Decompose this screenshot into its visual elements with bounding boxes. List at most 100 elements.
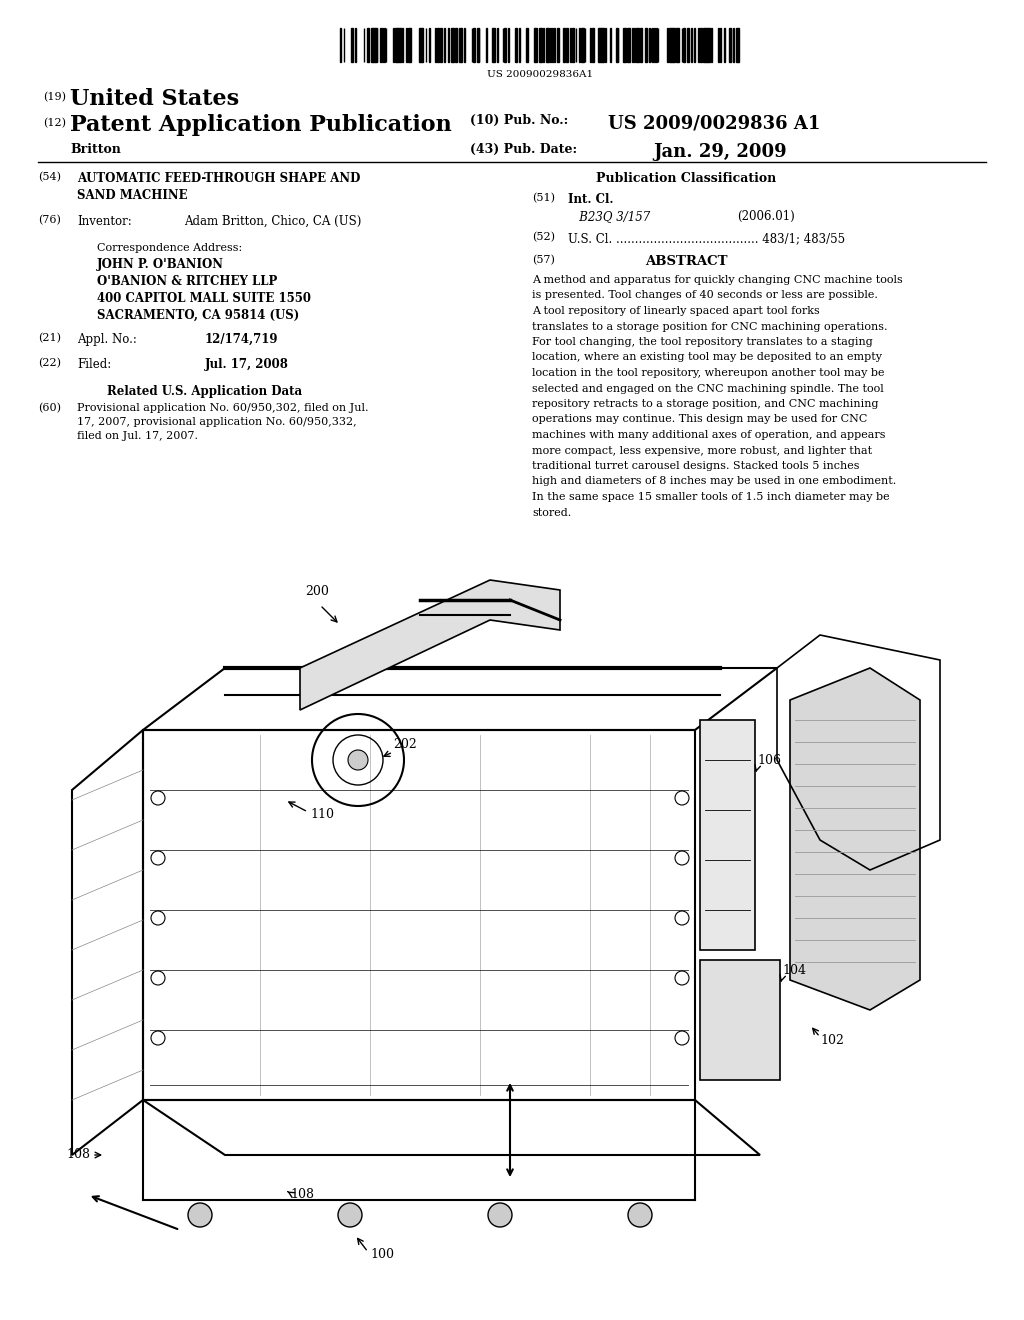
Text: repository retracts to a storage position, and CNC machining: repository retracts to a storage positio…: [532, 399, 879, 409]
Bar: [543, 28, 544, 62]
Bar: [437, 28, 438, 62]
Bar: [638, 28, 639, 62]
Text: location in the tool repository, whereupon another tool may be: location in the tool repository, whereup…: [532, 368, 885, 378]
Bar: [634, 28, 635, 62]
Bar: [384, 28, 385, 62]
Bar: [395, 28, 396, 62]
Bar: [396, 28, 397, 62]
Text: (2006.01): (2006.01): [737, 210, 795, 223]
Bar: [592, 28, 594, 62]
Bar: [601, 28, 603, 62]
Bar: [627, 28, 629, 62]
Bar: [698, 28, 699, 62]
Text: 104: 104: [782, 964, 806, 977]
Bar: [382, 28, 383, 62]
Bar: [580, 28, 581, 62]
Text: A method and apparatus for quickly changing CNC machine tools: A method and apparatus for quickly chang…: [532, 275, 903, 285]
Bar: [440, 28, 441, 62]
Text: (76): (76): [38, 215, 60, 226]
Text: SACRAMENTO, CA 95814 (US): SACRAMENTO, CA 95814 (US): [97, 309, 299, 322]
Bar: [477, 28, 479, 62]
Bar: [703, 28, 706, 62]
Bar: [581, 28, 583, 62]
Bar: [583, 28, 584, 62]
Bar: [636, 28, 638, 62]
Text: In the same space 15 smaller tools of 1.5 inch diameter may be: In the same space 15 smaller tools of 1.…: [532, 492, 890, 502]
Circle shape: [338, 1203, 362, 1228]
Bar: [683, 28, 685, 62]
Bar: [700, 960, 780, 1080]
Bar: [406, 28, 407, 62]
Text: For tool changing, the tool repository translates to a staging: For tool changing, the tool repository t…: [532, 337, 872, 347]
Bar: [444, 28, 445, 62]
Text: translates to a storage position for CNC machining operations.: translates to a storage position for CNC…: [532, 322, 888, 331]
Text: (12): (12): [43, 117, 66, 128]
Bar: [408, 28, 409, 62]
Bar: [534, 28, 535, 62]
Text: Jul. 17, 2008: Jul. 17, 2008: [205, 358, 289, 371]
Circle shape: [628, 1203, 652, 1228]
Text: operations may continue. This design may be used for CNC: operations may continue. This design may…: [532, 414, 867, 425]
Text: United States: United States: [70, 88, 240, 110]
Bar: [669, 28, 671, 62]
Bar: [645, 28, 647, 62]
Bar: [624, 28, 625, 62]
Text: Correspondence Address:: Correspondence Address:: [97, 243, 243, 253]
Text: location, where an existing tool may be deposited to an empty: location, where an existing tool may be …: [532, 352, 882, 363]
Circle shape: [488, 1203, 512, 1228]
Text: Publication Classification: Publication Classification: [596, 172, 776, 185]
Bar: [464, 28, 465, 62]
Text: more compact, less expensive, more robust, and lighter that: more compact, less expensive, more robus…: [532, 446, 872, 455]
Text: O'BANION & RITCHEY LLP: O'BANION & RITCHEY LLP: [97, 275, 278, 288]
Text: traditional turret carousel designs. Stacked tools 5 inches: traditional turret carousel designs. Sta…: [532, 461, 859, 471]
Bar: [724, 28, 725, 62]
Bar: [421, 28, 422, 62]
Text: Britton: Britton: [70, 143, 121, 156]
Bar: [368, 28, 369, 62]
Text: (52): (52): [532, 232, 555, 243]
Bar: [738, 28, 739, 62]
Bar: [461, 28, 463, 62]
Bar: [671, 28, 673, 62]
Bar: [667, 28, 668, 62]
Text: A tool repository of linearly spaced apart tool forks: A tool repository of linearly spaced apa…: [532, 306, 820, 315]
Bar: [410, 28, 412, 62]
Bar: [515, 28, 516, 62]
Bar: [508, 28, 509, 62]
Text: Related U.S. Application Data: Related U.S. Application Data: [108, 385, 302, 399]
Text: Inventor:: Inventor:: [77, 215, 132, 228]
Text: 110: 110: [310, 808, 334, 821]
Bar: [711, 28, 712, 62]
Bar: [505, 28, 506, 62]
Circle shape: [188, 1203, 212, 1228]
Bar: [447, 28, 449, 62]
Bar: [572, 28, 573, 62]
Text: is presented. Tool changes of 40 seconds or less are possible.: is presented. Tool changes of 40 seconds…: [532, 290, 878, 301]
Text: (22): (22): [38, 358, 61, 368]
Text: Adam Britton, Chico, CA (US): Adam Britton, Chico, CA (US): [184, 215, 361, 228]
Bar: [674, 28, 676, 62]
Bar: [497, 28, 499, 62]
Bar: [605, 28, 606, 62]
Text: Jan. 29, 2009: Jan. 29, 2009: [653, 143, 786, 161]
Polygon shape: [300, 579, 560, 710]
Bar: [603, 28, 604, 62]
Bar: [699, 28, 701, 62]
Bar: [709, 28, 711, 62]
Text: 102: 102: [820, 1034, 844, 1047]
Bar: [566, 28, 568, 62]
Bar: [648, 28, 650, 62]
Text: 202: 202: [393, 738, 417, 751]
Text: Patent Application Publication: Patent Application Publication: [70, 114, 452, 136]
Bar: [700, 719, 755, 950]
Text: JOHN P. O'BANION: JOHN P. O'BANION: [97, 257, 224, 271]
Text: (10) Pub. No.:: (10) Pub. No.:: [470, 114, 568, 127]
Bar: [494, 28, 495, 62]
Polygon shape: [790, 668, 920, 1010]
Bar: [673, 28, 674, 62]
Bar: [402, 28, 403, 62]
Bar: [536, 28, 538, 62]
Bar: [452, 28, 453, 62]
Bar: [400, 28, 401, 62]
Text: high and diameters of 8 inches may be used in one embodiment.: high and diameters of 8 inches may be us…: [532, 477, 896, 487]
